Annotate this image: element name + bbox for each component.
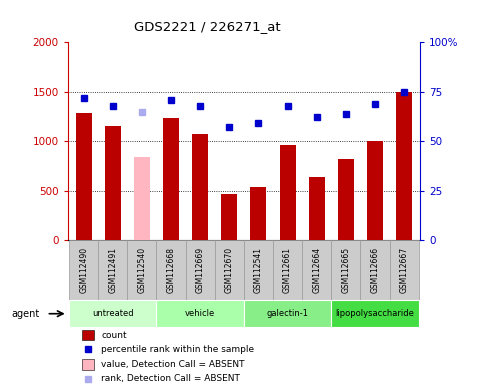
Bar bbox=[156, 240, 185, 300]
Text: GSM112540: GSM112540 bbox=[138, 247, 146, 293]
Bar bbox=[98, 240, 128, 300]
Text: GSM112665: GSM112665 bbox=[341, 247, 350, 293]
Bar bbox=[367, 141, 383, 240]
Bar bbox=[360, 240, 390, 300]
Text: GSM112669: GSM112669 bbox=[196, 247, 205, 293]
Text: GSM112668: GSM112668 bbox=[167, 247, 175, 293]
Bar bbox=[273, 240, 302, 300]
Bar bbox=[280, 145, 296, 240]
Text: GDS2221 / 226271_at: GDS2221 / 226271_at bbox=[134, 20, 281, 33]
Text: GSM112661: GSM112661 bbox=[283, 247, 292, 293]
Bar bbox=[244, 240, 273, 300]
Bar bbox=[105, 126, 121, 240]
Text: GSM112491: GSM112491 bbox=[108, 247, 117, 293]
Text: vehicle: vehicle bbox=[185, 309, 215, 318]
Text: untreated: untreated bbox=[92, 309, 134, 318]
Bar bbox=[396, 92, 412, 240]
Text: rank, Detection Call = ABSENT: rank, Detection Call = ABSENT bbox=[101, 374, 240, 383]
Bar bbox=[69, 300, 156, 327]
Bar bbox=[185, 240, 215, 300]
Text: GSM112541: GSM112541 bbox=[254, 247, 263, 293]
Bar bbox=[309, 177, 325, 240]
Bar bbox=[156, 300, 244, 327]
Text: value, Detection Call = ABSENT: value, Detection Call = ABSENT bbox=[101, 360, 244, 369]
Text: percentile rank within the sample: percentile rank within the sample bbox=[101, 345, 254, 354]
Bar bbox=[82, 330, 94, 340]
Bar bbox=[128, 240, 156, 300]
Bar bbox=[163, 118, 179, 240]
Bar bbox=[76, 113, 92, 240]
Text: GSM112670: GSM112670 bbox=[225, 247, 234, 293]
Text: agent: agent bbox=[11, 309, 40, 319]
Text: GSM112664: GSM112664 bbox=[313, 247, 321, 293]
Bar bbox=[134, 157, 150, 240]
Bar bbox=[331, 300, 419, 327]
Bar bbox=[338, 159, 354, 240]
Bar bbox=[82, 359, 94, 369]
Text: count: count bbox=[101, 331, 127, 339]
Bar bbox=[390, 240, 419, 300]
Text: GSM112667: GSM112667 bbox=[400, 247, 409, 293]
Bar bbox=[302, 240, 331, 300]
Text: GSM112666: GSM112666 bbox=[370, 247, 380, 293]
Bar bbox=[244, 300, 331, 327]
Bar bbox=[215, 240, 244, 300]
Bar bbox=[221, 194, 237, 240]
Bar bbox=[69, 240, 98, 300]
Bar bbox=[331, 240, 360, 300]
Text: GSM112490: GSM112490 bbox=[79, 247, 88, 293]
Bar bbox=[251, 187, 267, 240]
Text: lipopolysaccharide: lipopolysaccharide bbox=[336, 309, 414, 318]
Text: galectin-1: galectin-1 bbox=[267, 309, 309, 318]
Bar bbox=[192, 134, 208, 240]
